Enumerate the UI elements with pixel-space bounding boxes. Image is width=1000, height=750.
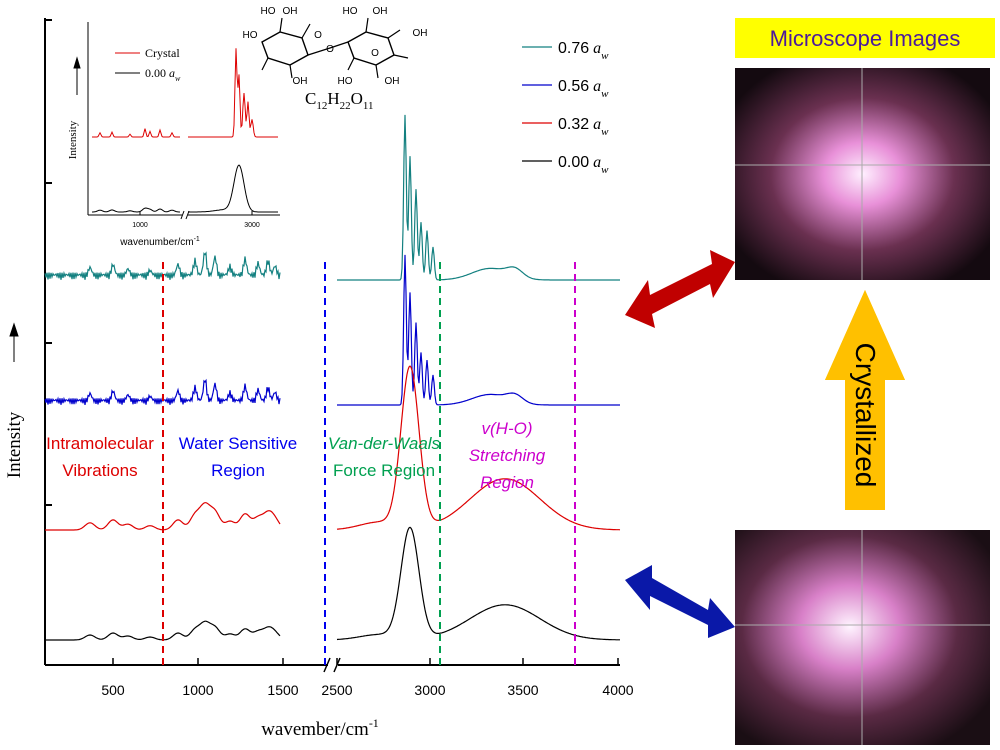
title-box xyxy=(735,18,995,58)
region-label: Vibrations xyxy=(62,461,137,480)
inset-x-label: wavenumber/cm-1 xyxy=(119,236,200,248)
text-part: w xyxy=(175,74,181,83)
atom-label: OH xyxy=(385,76,400,87)
inset-x-tick-label: 1000 xyxy=(132,222,148,229)
axis-break xyxy=(180,210,190,220)
x-tick-label: 3500 xyxy=(507,682,538,698)
y-axis-label: Intensity xyxy=(4,411,25,478)
x-tick-label: 4000 xyxy=(602,682,633,698)
text-part: 0.76 xyxy=(558,40,589,57)
text-part: O xyxy=(351,89,363,108)
text-part: a xyxy=(593,116,601,133)
atom-label: OH xyxy=(283,6,298,17)
legend-label: 0.00 aw xyxy=(558,154,609,176)
x-tick-label: 2500 xyxy=(321,682,352,698)
text-part: 12 xyxy=(316,100,327,112)
region-label: v(H-O) xyxy=(482,419,533,438)
side-panel: Microscope Images Crystallized xyxy=(625,18,995,745)
side-title: Microscope Images xyxy=(770,26,961,51)
text-part: wavember/cm xyxy=(261,719,369,740)
x-axis-label: wavember/cm-1 xyxy=(261,716,379,740)
atom-label: OH xyxy=(413,28,428,39)
region-label: Stretching xyxy=(469,446,546,465)
text-part: 0.00 xyxy=(558,154,589,171)
text-part: w xyxy=(601,164,609,176)
text-part: 0.32 xyxy=(558,116,589,133)
region-label: Water Sensitive xyxy=(179,434,297,453)
region-label: Force Region xyxy=(333,461,435,480)
text-part: a xyxy=(169,66,175,80)
atom-label: O xyxy=(371,48,379,59)
atom-label: HO xyxy=(243,30,258,41)
x-tick-label: 3000 xyxy=(414,682,445,698)
atom-label: HO xyxy=(261,6,276,17)
text-part: a xyxy=(593,154,601,171)
spectrum xyxy=(44,114,620,281)
ring xyxy=(261,31,309,66)
up-arrow xyxy=(825,290,905,510)
atom-label: HO xyxy=(338,76,353,87)
legend-label: 0.32 aw xyxy=(558,116,609,138)
text-part: w xyxy=(601,50,609,62)
text-part: w xyxy=(601,126,609,138)
text-part: H xyxy=(327,89,339,108)
text-part: 0.56 xyxy=(558,78,589,95)
region-label: Intramolecular xyxy=(46,434,154,453)
region-label: Region xyxy=(211,461,265,480)
text-part: -1 xyxy=(369,716,379,730)
region-label: Region xyxy=(480,473,534,492)
text-part: -1 xyxy=(194,236,200,243)
inset-spectrum xyxy=(92,48,278,138)
atom-label: O xyxy=(314,30,322,41)
inset-legend-label: Crystal xyxy=(145,46,180,60)
atom-label: OH xyxy=(373,6,388,17)
text-part: 22 xyxy=(340,100,351,112)
atom-label: OH xyxy=(293,76,308,87)
atom-label: HO xyxy=(343,6,358,17)
formula: C12H22O11 xyxy=(305,89,374,112)
spectrum xyxy=(44,254,620,406)
double-arrow xyxy=(625,565,735,638)
text-part: 0.00 xyxy=(145,66,166,80)
text-part: a xyxy=(593,78,601,95)
bonds xyxy=(261,17,409,79)
text-part: C xyxy=(305,89,316,108)
arrow-label: Crystallized xyxy=(850,343,881,488)
inset-x-tick-label: 3000 xyxy=(244,222,260,229)
spectrum xyxy=(45,526,620,641)
x-tick-label: 1500 xyxy=(267,682,298,698)
legend-label: 0.76 aw xyxy=(558,40,609,62)
text-part: wavenumber/cm xyxy=(119,237,193,248)
region-label: Van-der-Waals xyxy=(328,434,441,453)
legend-label: 0.56 aw xyxy=(558,78,609,100)
text-part: Crystal xyxy=(145,46,180,60)
double-arrow xyxy=(625,250,735,328)
x-tick-label: 1000 xyxy=(182,682,213,698)
text-part: 11 xyxy=(363,100,374,112)
plot: 500 1000 1500 2500 3000 3500 4000wavember/cm-1… xyxy=(4,6,634,740)
atom-label: O xyxy=(326,44,334,55)
inset-arrow xyxy=(73,56,81,95)
inset-legend-label: 0.00 aw xyxy=(145,66,181,83)
inset-y-label: Intensity xyxy=(67,120,79,159)
inset-spectrum xyxy=(92,164,278,213)
x-tick-label: 500 xyxy=(101,682,125,698)
text-part: a xyxy=(593,40,601,57)
text-part: w xyxy=(601,88,609,100)
y-label-arrow xyxy=(9,322,19,362)
